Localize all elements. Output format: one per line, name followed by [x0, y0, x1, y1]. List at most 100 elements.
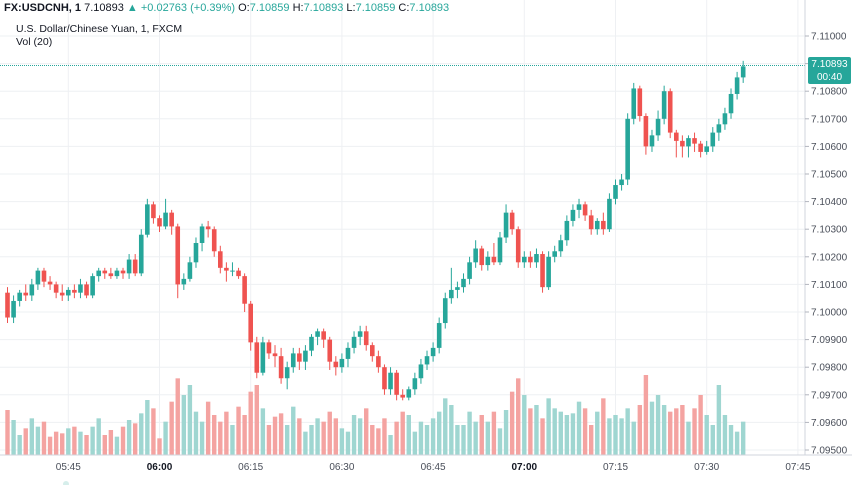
- candle[interactable]: [564, 215, 570, 246]
- candle[interactable]: [631, 82, 637, 125]
- candle[interactable]: [248, 300, 253, 351]
- candle[interactable]: [674, 129, 679, 158]
- candle[interactable]: [218, 245, 223, 274]
- candle[interactable]: [284, 361, 290, 390]
- candle[interactable]: [613, 179, 618, 205]
- candle[interactable]: [680, 135, 685, 158]
- candle[interactable]: [601, 212, 606, 235]
- candle[interactable]: [528, 251, 533, 268]
- candle[interactable]: [467, 256, 472, 285]
- candle[interactable]: [120, 267, 126, 279]
- candle[interactable]: [661, 85, 667, 125]
- candle[interactable]: [357, 325, 363, 346]
- candle[interactable]: [72, 284, 77, 299]
- candle[interactable]: [594, 218, 600, 235]
- candle[interactable]: [351, 331, 357, 354]
- candle[interactable]: [497, 231, 503, 266]
- candle[interactable]: [230, 262, 235, 277]
- candle[interactable]: [175, 223, 181, 299]
- symbol-name[interactable]: FX:USDCNH, 1: [4, 2, 82, 14]
- candle[interactable]: [722, 107, 728, 130]
- candle[interactable]: [59, 284, 65, 301]
- candle[interactable]: [552, 245, 557, 263]
- candle[interactable]: [479, 245, 485, 271]
- candle[interactable]: [686, 135, 691, 158]
- candle[interactable]: [692, 132, 697, 152]
- candle[interactable]: [145, 198, 150, 238]
- candle[interactable]: [290, 347, 296, 373]
- candle[interactable]: [625, 113, 630, 186]
- candle[interactable]: [17, 289, 22, 307]
- candle[interactable]: [406, 386, 412, 401]
- candle[interactable]: [138, 229, 144, 277]
- candle[interactable]: [436, 317, 442, 354]
- candle[interactable]: [78, 278, 83, 299]
- candle[interactable]: [151, 201, 156, 224]
- candle[interactable]: [388, 367, 393, 395]
- candle[interactable]: [84, 281, 89, 299]
- candle[interactable]: [376, 350, 381, 373]
- candle[interactable]: [370, 342, 375, 362]
- candle[interactable]: [327, 336, 333, 370]
- candle[interactable]: [418, 358, 424, 384]
- candle[interactable]: [412, 372, 418, 395]
- candle[interactable]: [637, 85, 643, 122]
- candle[interactable]: [570, 204, 576, 227]
- candle[interactable]: [485, 251, 491, 271]
- candle[interactable]: [449, 267, 454, 304]
- candle[interactable]: [558, 234, 564, 257]
- candle[interactable]: [734, 71, 740, 100]
- candle[interactable]: [266, 339, 272, 359]
- candle[interactable]: [169, 209, 174, 235]
- candle[interactable]: [728, 88, 734, 119]
- candle[interactable]: [546, 251, 551, 290]
- candle[interactable]: [473, 240, 478, 268]
- candle[interactable]: [5, 287, 10, 324]
- candle[interactable]: [181, 273, 187, 290]
- candle[interactable]: [582, 201, 588, 221]
- candle[interactable]: [461, 273, 466, 293]
- candle[interactable]: [102, 267, 108, 279]
- candle[interactable]: [224, 262, 229, 282]
- candle[interactable]: [522, 251, 527, 268]
- price-axis[interactable]: 7.110007.109007.108007.107007.106007.105…: [805, 32, 848, 457]
- candle[interactable]: [716, 118, 722, 141]
- candle[interactable]: [540, 251, 545, 293]
- candle[interactable]: [503, 204, 509, 243]
- candle[interactable]: [193, 237, 199, 268]
- volume-indicator-label[interactable]: Vol (20): [16, 36, 53, 48]
- candle[interactable]: [667, 88, 673, 139]
- candle[interactable]: [655, 110, 661, 141]
- candle[interactable]: [96, 267, 101, 282]
- candle[interactable]: [11, 295, 16, 324]
- candle[interactable]: [303, 345, 308, 370]
- candle[interactable]: [649, 129, 655, 152]
- candle[interactable]: [424, 350, 430, 370]
- candle[interactable]: [199, 223, 205, 252]
- candle[interactable]: [740, 60, 746, 83]
- candle[interactable]: [455, 281, 460, 299]
- candle[interactable]: [698, 140, 703, 158]
- candle[interactable]: [363, 325, 369, 351]
- candle[interactable]: [132, 254, 138, 277]
- candle[interactable]: [53, 281, 59, 299]
- candle[interactable]: [163, 198, 168, 230]
- candle[interactable]: [242, 273, 247, 312]
- candle[interactable]: [309, 334, 314, 357]
- candle[interactable]: [278, 347, 284, 384]
- candle[interactable]: [515, 226, 521, 268]
- candle[interactable]: [333, 356, 339, 376]
- candle[interactable]: [66, 287, 71, 301]
- candle[interactable]: [126, 254, 132, 279]
- candle[interactable]: [260, 336, 266, 376]
- candle[interactable]: [114, 267, 120, 279]
- candle[interactable]: [345, 342, 351, 368]
- candle[interactable]: [35, 267, 41, 290]
- candle[interactable]: [90, 273, 95, 299]
- candle[interactable]: [321, 328, 326, 348]
- candle[interactable]: [491, 243, 497, 266]
- candle[interactable]: [297, 347, 302, 370]
- candle[interactable]: [400, 389, 405, 401]
- candle[interactable]: [41, 267, 47, 288]
